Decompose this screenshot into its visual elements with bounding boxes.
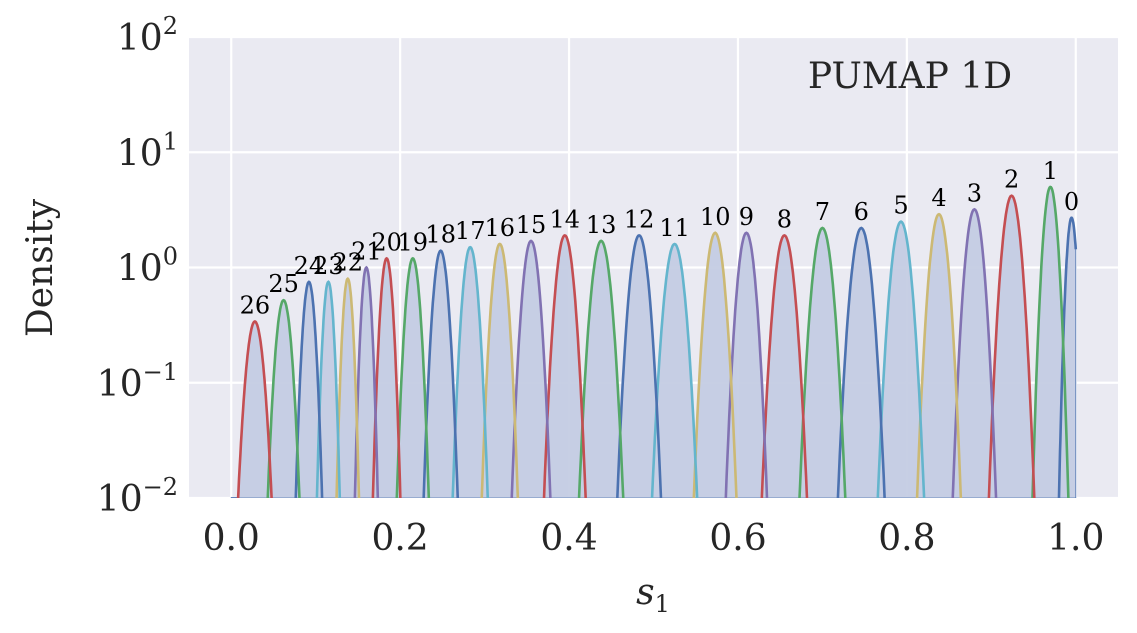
peak-label-13: 13 xyxy=(586,211,617,239)
density-curve-10 xyxy=(692,231,738,498)
density-curve-17 xyxy=(451,245,490,498)
peak-label-1: 1 xyxy=(1043,157,1058,185)
peak-label-0: 0 xyxy=(1064,188,1079,216)
x-axis-label: s1 xyxy=(636,572,670,618)
peak-label-3: 3 xyxy=(967,179,982,207)
density-curve-25 xyxy=(266,298,301,498)
density-curve-7 xyxy=(798,226,847,498)
peak-label-15: 15 xyxy=(516,211,547,239)
density-curve-13 xyxy=(577,239,625,498)
density-curve-23 xyxy=(315,280,342,498)
density-curve-9 xyxy=(724,231,769,498)
density-curve-24 xyxy=(294,280,324,498)
density-curve-16 xyxy=(480,242,520,498)
density-curve-2 xyxy=(987,194,1036,498)
peak-label-8: 8 xyxy=(777,205,792,233)
x-tick-label: 0.4 xyxy=(540,518,597,559)
density-curve-8 xyxy=(760,233,809,498)
density-curve-12 xyxy=(616,233,663,498)
peak-label-18: 18 xyxy=(425,221,456,249)
x-tick-label: 0.8 xyxy=(878,518,935,559)
peak-label-5: 5 xyxy=(893,192,908,220)
peak-label-24: 24 xyxy=(294,252,325,280)
density-curve-22 xyxy=(335,276,361,498)
y-tick-label: 10−1 xyxy=(97,358,178,405)
density-curve-14 xyxy=(542,233,587,498)
x-tick-label: 0.6 xyxy=(709,518,766,559)
density-curve-26 xyxy=(236,320,273,498)
y-axis-label: Density xyxy=(20,198,61,337)
x-tick-label: 1.0 xyxy=(1047,518,1104,559)
density-curve-3 xyxy=(951,207,998,498)
peak-label-11: 11 xyxy=(659,214,690,242)
peak-label-25: 25 xyxy=(268,270,299,298)
peak-label-4: 4 xyxy=(931,184,946,212)
y-tick-label: 102 xyxy=(117,12,178,59)
peak-label-23: 23 xyxy=(313,252,344,280)
density-curve-18 xyxy=(422,249,460,498)
peak-label-12: 12 xyxy=(624,205,655,233)
x-tick-labels: 0.0 0.2 0.4 0.6 0.8 1.0 xyxy=(203,518,1105,559)
peak-label-2: 2 xyxy=(1004,166,1019,194)
y-tick-label: 10−2 xyxy=(97,473,178,520)
y-tick-labels: 10−2 10−1 100 101 102 xyxy=(97,12,178,520)
density-curve-15 xyxy=(510,239,552,498)
y-tick-label: 101 xyxy=(117,127,178,174)
peak-label-7: 7 xyxy=(815,198,830,226)
density-curve-5 xyxy=(876,220,926,498)
peak-label-22: 22 xyxy=(333,249,364,277)
chart-title: PUMAP 1D xyxy=(808,56,1012,97)
density-curve-20 xyxy=(371,256,402,498)
peak-label-14: 14 xyxy=(550,205,581,233)
peak-label-6: 6 xyxy=(854,198,869,226)
peak-label-19: 19 xyxy=(398,228,429,256)
density-curve-6 xyxy=(836,226,886,498)
x-tick-label: 0.0 xyxy=(203,518,260,559)
density-curve-21 xyxy=(353,265,380,498)
peak-label-10: 10 xyxy=(700,203,731,231)
peak-label-16: 16 xyxy=(485,214,516,242)
y-tick-label: 100 xyxy=(117,243,178,290)
peak-label-26: 26 xyxy=(240,292,271,320)
density-curve-19 xyxy=(395,256,431,498)
peak-label-21: 21 xyxy=(351,238,382,266)
peak-label-20: 20 xyxy=(371,228,402,256)
peak-labels-layer: 0123456789101112131415161718192021222324… xyxy=(240,157,1080,320)
density-curves-layer xyxy=(236,185,1078,498)
density-curve-11 xyxy=(650,242,699,498)
density-curve-4 xyxy=(915,212,963,498)
x-tick-label: 0.2 xyxy=(371,518,428,559)
density-curve-1 xyxy=(1031,185,1070,498)
peak-label-17: 17 xyxy=(455,217,486,245)
peak-label-9: 9 xyxy=(739,203,754,231)
